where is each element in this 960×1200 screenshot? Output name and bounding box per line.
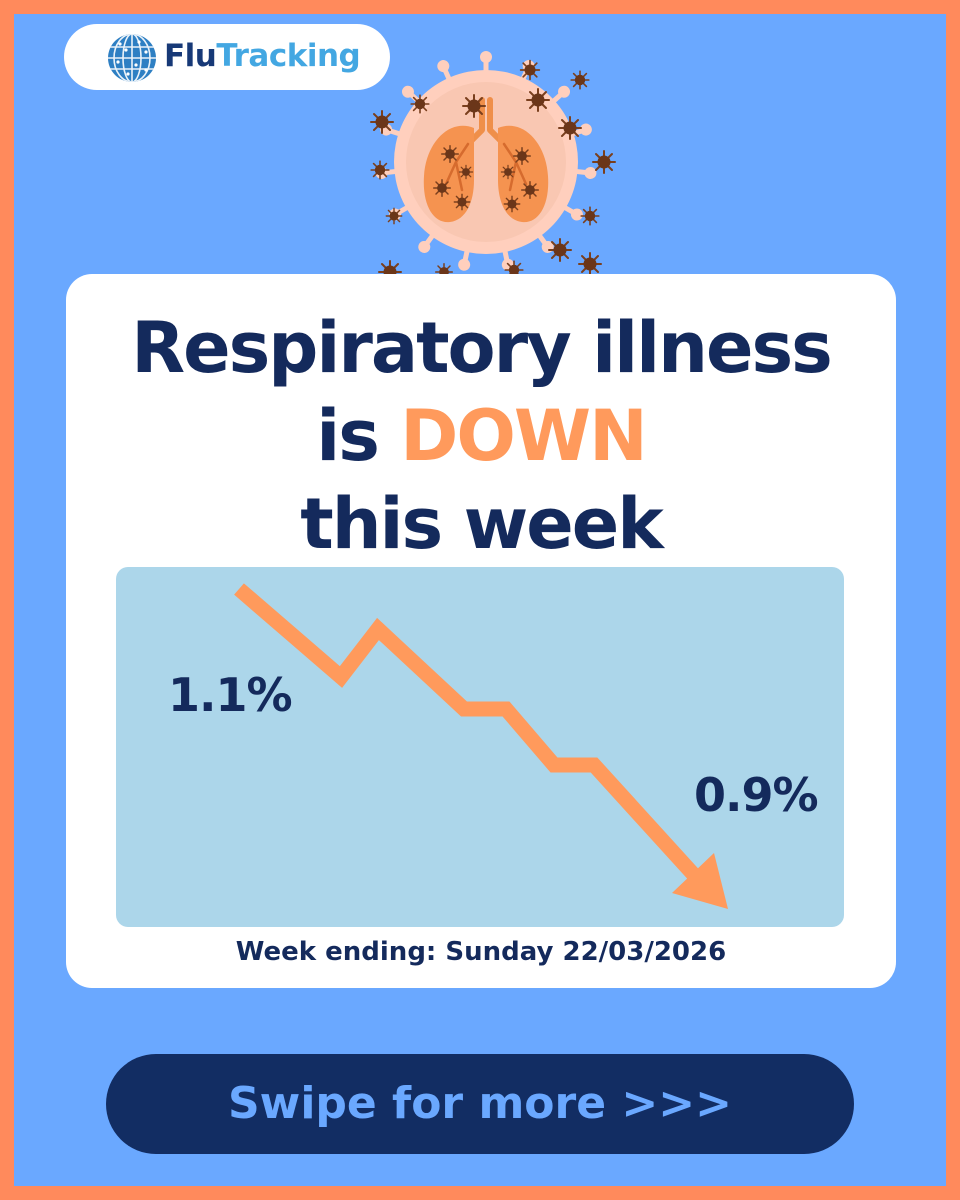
headline: Respiratory illness is DOWN this week bbox=[66, 304, 896, 568]
main-card: Respiratory illness is DOWN this week 1.… bbox=[66, 274, 896, 988]
headline-line-2: is DOWN bbox=[66, 392, 896, 480]
flutracking-logo: FluTracking bbox=[64, 24, 390, 90]
end-value-label: 0.9% bbox=[694, 768, 819, 822]
start-value-label: 1.1% bbox=[168, 668, 293, 722]
globe-icon bbox=[108, 34, 156, 82]
logo-text-flu: Flu bbox=[164, 38, 217, 74]
swipe-for-more-button[interactable]: Swipe for more >>> bbox=[106, 1054, 854, 1154]
virus-lungs-illustration bbox=[370, 51, 616, 284]
headline-line-3: this week bbox=[300, 483, 664, 565]
logo-text-tracking: Tracking bbox=[216, 38, 361, 74]
headline-prefix: is bbox=[316, 395, 401, 477]
headline-line-1: Respiratory illness bbox=[131, 307, 833, 389]
week-ending-label: Week ending: Sunday 22/03/2026 bbox=[235, 937, 727, 967]
logo-wordmark: FluTracking bbox=[164, 38, 361, 74]
trend-panel: 1.1% 0.9% bbox=[116, 567, 844, 927]
headline-accent: DOWN bbox=[400, 395, 647, 477]
trend-down-arrow bbox=[234, 583, 728, 909]
